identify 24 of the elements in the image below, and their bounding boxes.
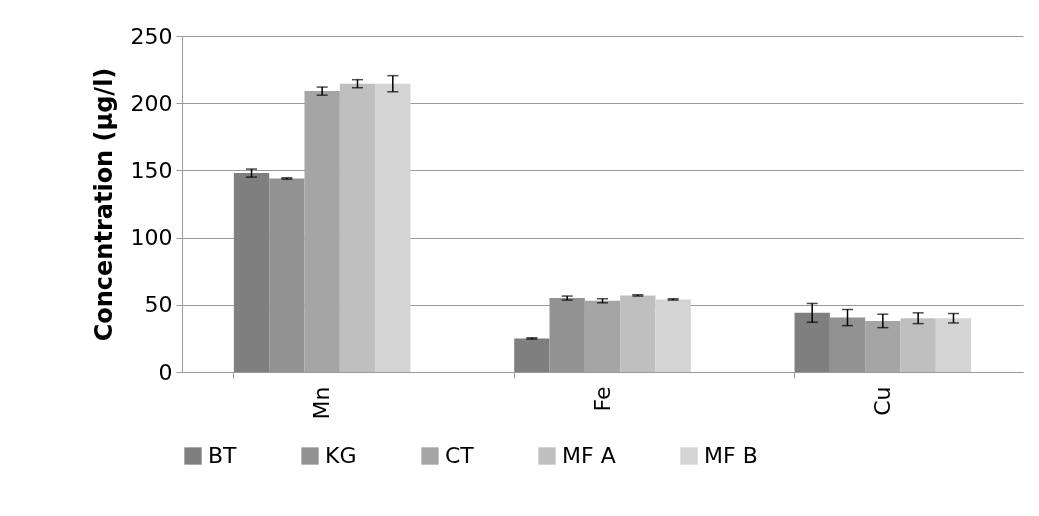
bar bbox=[655, 299, 691, 372]
bar bbox=[233, 173, 270, 372]
y-tick-label: 250 bbox=[130, 23, 173, 49]
legend-label: CT bbox=[445, 443, 475, 468]
legend-label: BT bbox=[208, 443, 238, 468]
x-tick-label: Fe bbox=[589, 386, 615, 412]
bar bbox=[935, 318, 972, 372]
y-tick-label: 150 bbox=[130, 157, 173, 183]
bar bbox=[794, 312, 830, 372]
y-tick-label: 0 bbox=[158, 359, 173, 385]
bar bbox=[339, 83, 376, 372]
bar bbox=[514, 338, 550, 372]
y-axis-title: Concentration (µg/l) bbox=[89, 67, 118, 342]
bar bbox=[620, 295, 656, 372]
y-tick-label: 200 bbox=[130, 90, 173, 116]
legend-label: MF A bbox=[562, 443, 616, 468]
y-tick-label: 50 bbox=[144, 292, 173, 318]
y-tick-label: 100 bbox=[130, 225, 173, 251]
x-tick-label: Mn bbox=[309, 386, 335, 420]
legend-label: MF B bbox=[704, 443, 758, 468]
x-tick-label: Cu bbox=[869, 386, 895, 416]
bar bbox=[375, 83, 411, 372]
bar bbox=[900, 318, 936, 372]
legend-label: KG bbox=[325, 443, 357, 468]
